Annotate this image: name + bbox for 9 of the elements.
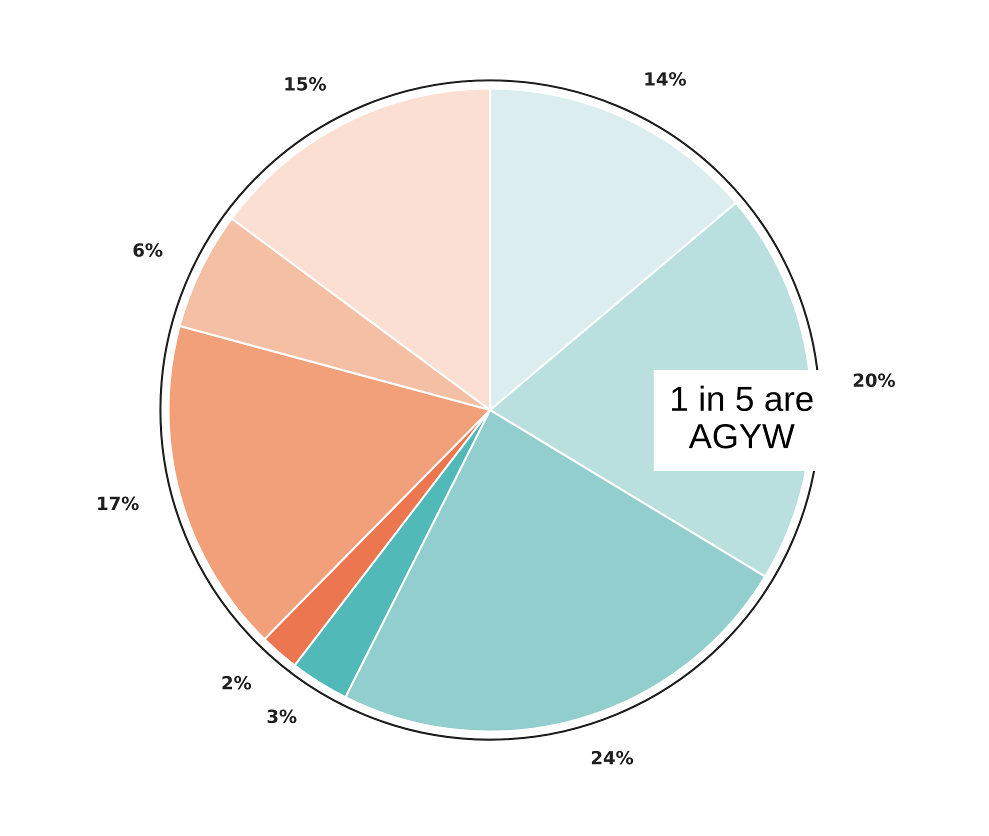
data-label: 24% xyxy=(592,750,634,765)
data-label: 3% xyxy=(268,710,296,724)
text: 1 in 5 are AGYW xyxy=(672,386,813,449)
data-label: 17% xyxy=(98,496,139,510)
data-label: 14% xyxy=(645,72,686,86)
data-label: 2% xyxy=(222,676,252,690)
data-label: 15% xyxy=(285,77,326,91)
data-label: 6% xyxy=(133,243,162,257)
data-label: 20% xyxy=(854,373,895,388)
